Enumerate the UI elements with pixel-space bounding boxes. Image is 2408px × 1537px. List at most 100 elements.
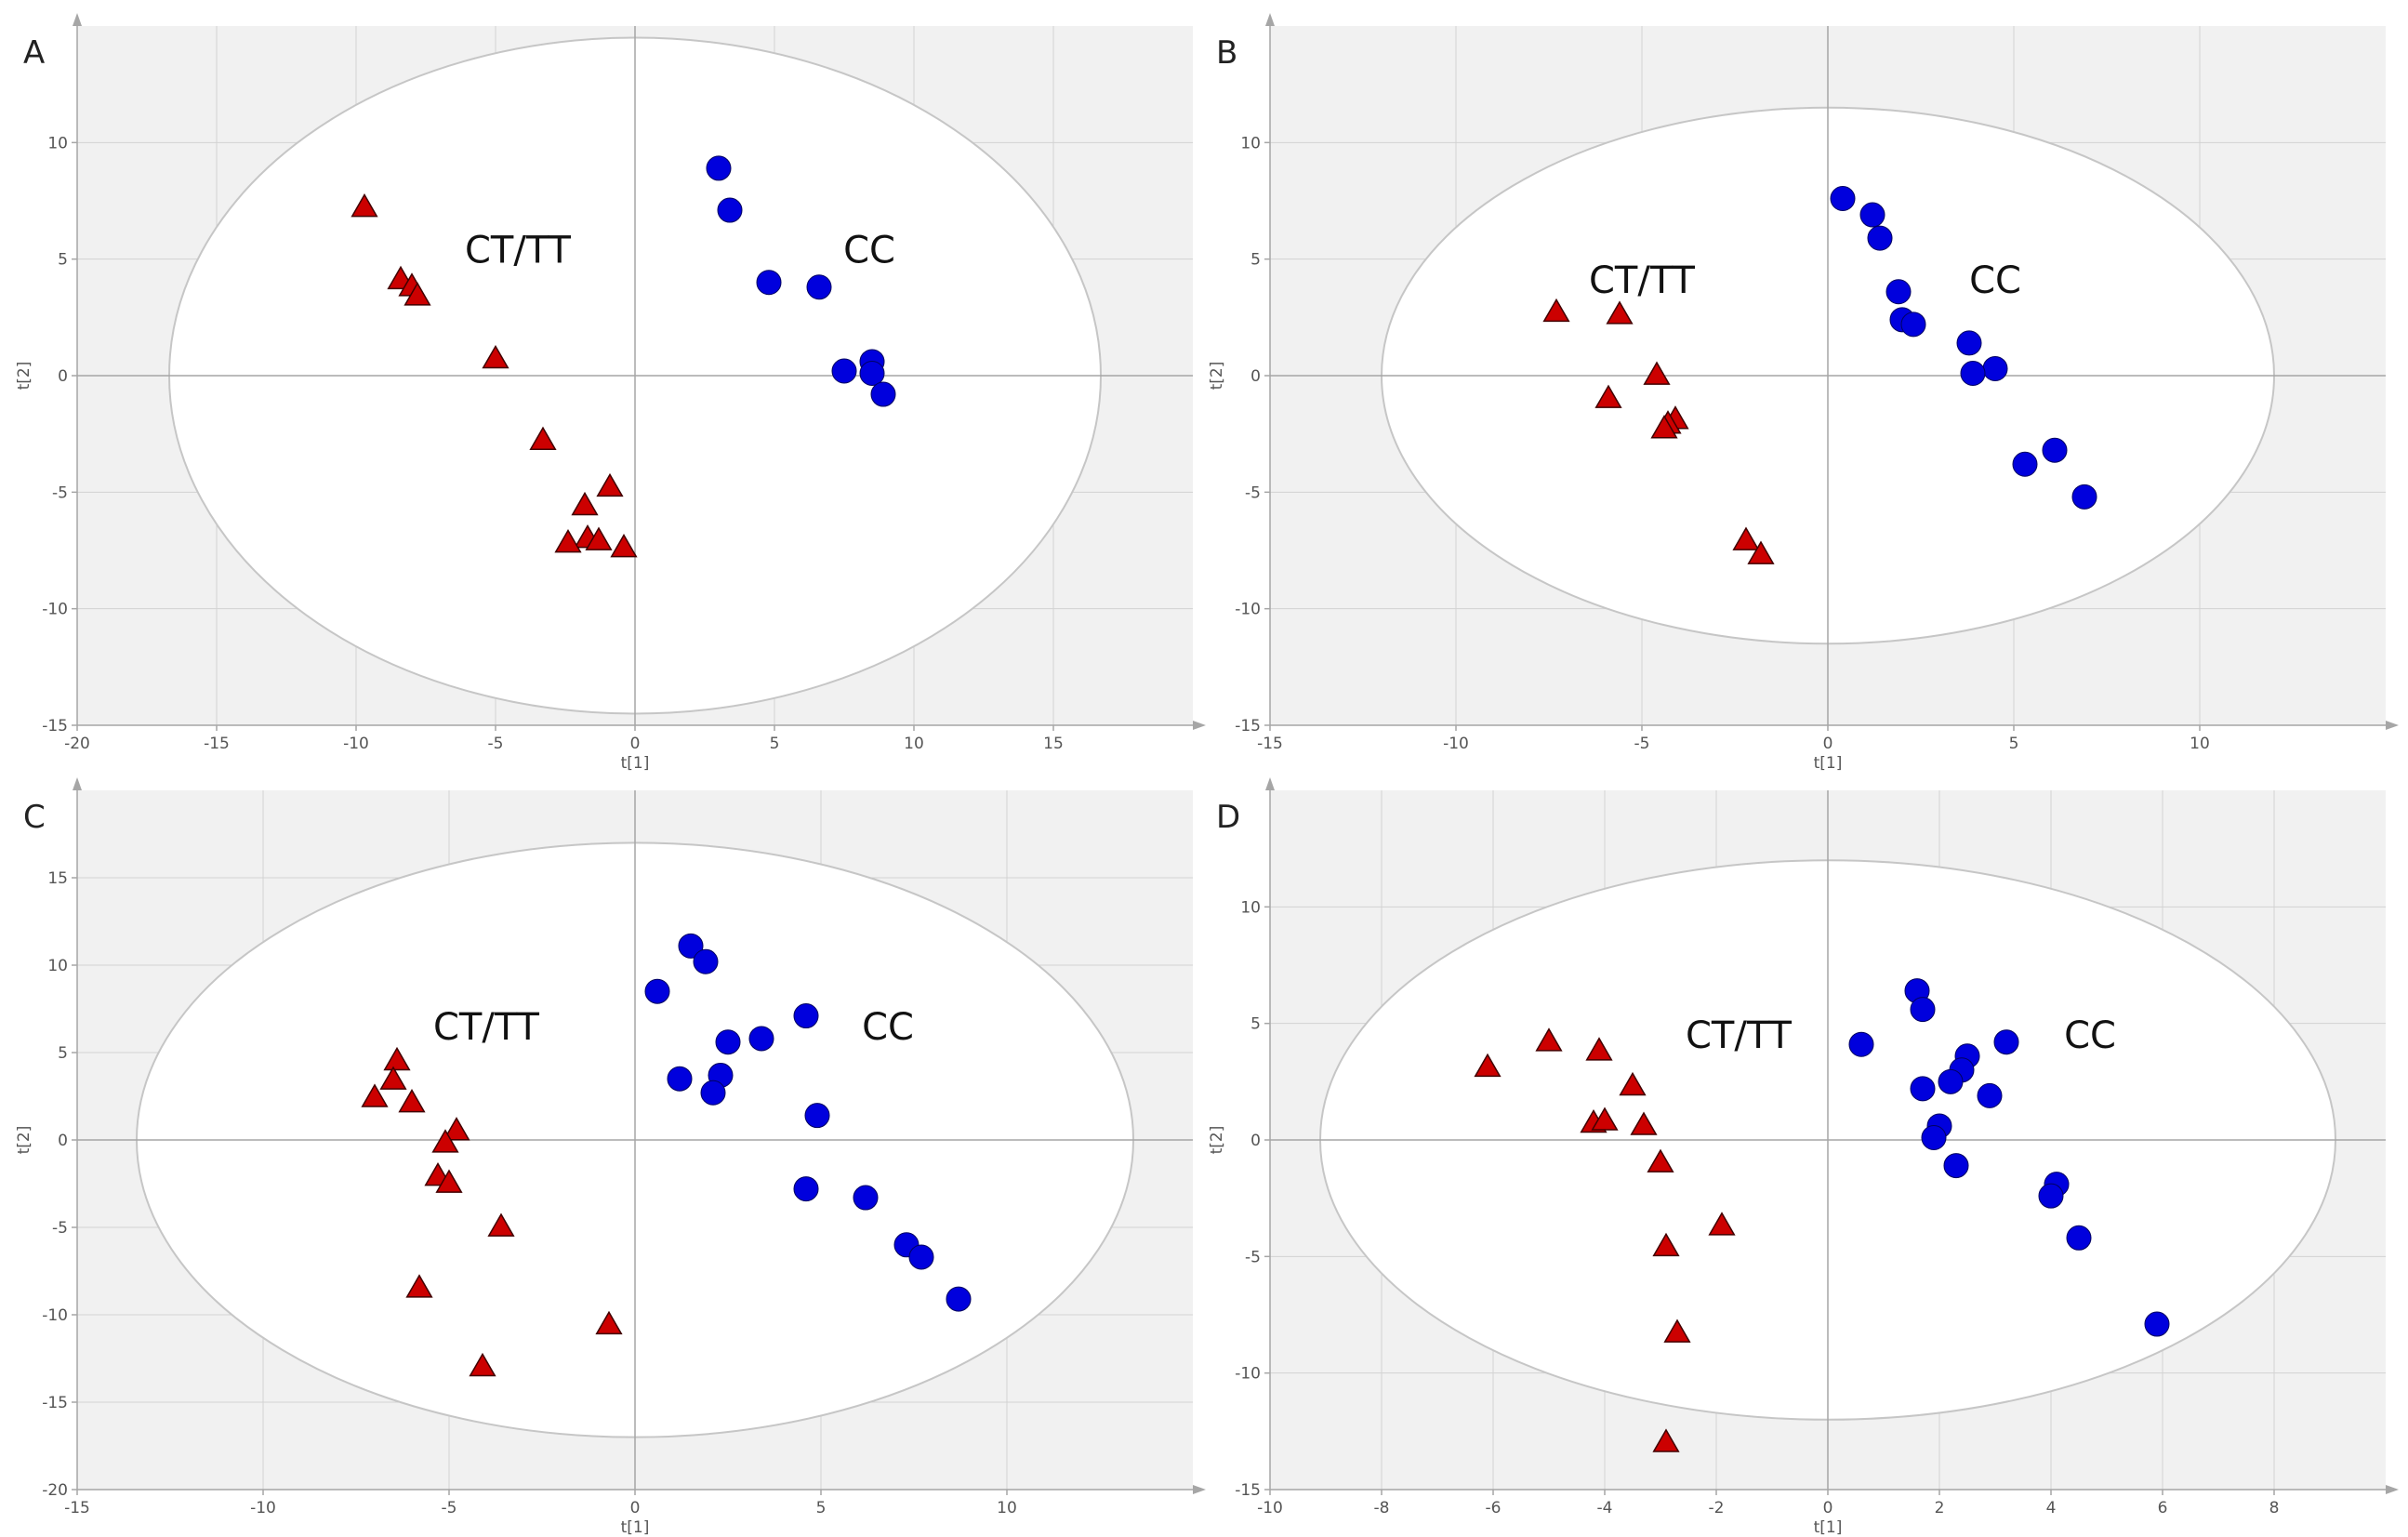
cc-point bbox=[1900, 311, 1926, 338]
cc-point bbox=[2042, 437, 2068, 463]
ct-tt-point bbox=[1647, 1148, 1674, 1173]
x-tick-label: 2 bbox=[1935, 1499, 1945, 1517]
y-tick-label: 10 bbox=[47, 957, 68, 975]
ct-tt-point bbox=[1663, 1318, 1691, 1343]
ct-tt-point bbox=[571, 491, 599, 516]
cc-point bbox=[2038, 1183, 2064, 1209]
y-axis-title: t[2] bbox=[1208, 362, 1226, 391]
y-tick-label: 0 bbox=[1250, 1132, 1261, 1150]
ct-tt-point bbox=[379, 1066, 407, 1090]
x-axis-title: t[1] bbox=[1814, 754, 1843, 773]
cc-point bbox=[806, 274, 832, 300]
ct-tt-point bbox=[529, 426, 557, 451]
ct-tt-point bbox=[1708, 1212, 1736, 1236]
ct-tt-point bbox=[1474, 1053, 1502, 1078]
cc-point bbox=[1921, 1124, 1947, 1150]
x-tick-label: -15 bbox=[64, 1499, 90, 1517]
ct-tt-point bbox=[435, 1169, 463, 1193]
ct-tt-point bbox=[1652, 1428, 1680, 1452]
ct-tt-point bbox=[487, 1212, 515, 1237]
x-tick-label: 5 bbox=[816, 1499, 827, 1517]
x-axis-title: t[1] bbox=[621, 1518, 650, 1537]
x-tick-label: -10 bbox=[1443, 735, 1469, 753]
cc-point bbox=[804, 1103, 830, 1129]
ct-tt-point bbox=[482, 344, 509, 369]
ct-tt-point bbox=[1606, 300, 1634, 325]
cc-point bbox=[1956, 330, 1982, 356]
panel-b: -15 -10 -5 0 5 10 -15 -10 -5 0 5 10 t[1] t[2] B CT/TT CC bbox=[1208, 13, 2399, 773]
cc-point bbox=[831, 358, 857, 384]
ct-tt-point bbox=[469, 1352, 496, 1377]
cc-point bbox=[1859, 202, 1885, 228]
y-tick-label: 15 bbox=[47, 869, 68, 888]
y-tick-label: 10 bbox=[1240, 134, 1261, 152]
cc-point bbox=[667, 1066, 693, 1092]
ct-tt-point bbox=[431, 1129, 459, 1153]
cc-point bbox=[715, 1029, 741, 1055]
x-tick-label: 5 bbox=[2009, 735, 2019, 753]
ct-tt-point bbox=[1650, 415, 1678, 439]
cc-point bbox=[1910, 1076, 1936, 1102]
cc-point bbox=[2071, 484, 2097, 510]
cc-point bbox=[717, 197, 743, 223]
y-axis-arrow bbox=[1265, 13, 1275, 26]
ct-tt-point bbox=[361, 1083, 389, 1107]
x-tick-label: -15 bbox=[204, 735, 230, 753]
cc-point bbox=[908, 1244, 934, 1270]
cc-point bbox=[748, 1026, 774, 1052]
x-tick-label: -5 bbox=[1634, 735, 1650, 753]
ct-tt-point bbox=[1542, 298, 1570, 323]
y-tick-label: 5 bbox=[1250, 1015, 1261, 1034]
y-tick-label: 5 bbox=[58, 1044, 68, 1063]
cc-point bbox=[859, 360, 885, 386]
cc-point bbox=[793, 1176, 819, 1202]
cc-point bbox=[706, 155, 732, 181]
cc-point bbox=[1993, 1029, 2019, 1055]
y-axis-arrow bbox=[73, 777, 82, 790]
panel-a: -20 -15 -10 -5 0 5 10 15-15-10-50510t[1]t[2]ACT… bbox=[15, 13, 1206, 773]
y-tick-label: 0 bbox=[1250, 367, 1261, 386]
ct-tt-point bbox=[398, 1089, 426, 1113]
x-tick-label: -5 bbox=[442, 1499, 457, 1517]
cc-point bbox=[1982, 355, 2008, 381]
group-label: CC bbox=[843, 230, 895, 272]
y-tick-label: -10 bbox=[42, 601, 68, 619]
x-tick-label: 15 bbox=[1043, 735, 1064, 753]
y-tick-label: -15 bbox=[1235, 1481, 1261, 1500]
y-tick-label: -5 bbox=[52, 484, 68, 502]
y-tick-label: -10 bbox=[1235, 601, 1261, 619]
y-tick-label: -10 bbox=[1235, 1365, 1261, 1384]
x-tick-label: -15 bbox=[1257, 735, 1283, 753]
x-tick-label: 0 bbox=[1823, 1499, 1833, 1517]
cc-point bbox=[853, 1185, 879, 1211]
y-tick-label: 10 bbox=[1240, 898, 1261, 917]
cc-point bbox=[1910, 997, 1936, 1023]
x-tick-label: -8 bbox=[1374, 1499, 1390, 1517]
y-tick-label: -20 bbox=[42, 1481, 68, 1500]
ct-tt-point bbox=[585, 526, 613, 550]
x-tick-label: 8 bbox=[2269, 1499, 2280, 1517]
ct-tt-point bbox=[1652, 1232, 1680, 1257]
group-label: CC bbox=[1969, 259, 2021, 302]
ct-tt-point bbox=[1591, 1106, 1619, 1131]
ct-tt-point bbox=[595, 1310, 623, 1335]
cc-point bbox=[2144, 1311, 2170, 1337]
panel-letter: A bbox=[23, 34, 45, 72]
cc-point bbox=[644, 978, 670, 1004]
cc-point bbox=[1830, 185, 1856, 211]
x-tick-label: 0 bbox=[630, 1499, 641, 1517]
cc-point bbox=[1885, 279, 1912, 305]
x-tick-label: -10 bbox=[250, 1499, 276, 1517]
cc-point bbox=[756, 270, 782, 296]
group-label: CT/TT bbox=[465, 230, 572, 272]
cc-point bbox=[946, 1286, 972, 1312]
ct-tt-point bbox=[1732, 526, 1760, 550]
y-tick-label: -10 bbox=[42, 1306, 68, 1325]
ct-tt-point bbox=[554, 528, 582, 553]
panel-c: -15 -10 -5 0 5 10-20-15-10-5051015t[1]t[2]CCT… bbox=[15, 777, 1206, 1537]
cc-point bbox=[2012, 451, 2038, 477]
x-tick-label: -20 bbox=[64, 735, 90, 753]
ct-tt-point bbox=[596, 472, 624, 497]
x-tick-label: 10 bbox=[997, 1499, 1017, 1517]
